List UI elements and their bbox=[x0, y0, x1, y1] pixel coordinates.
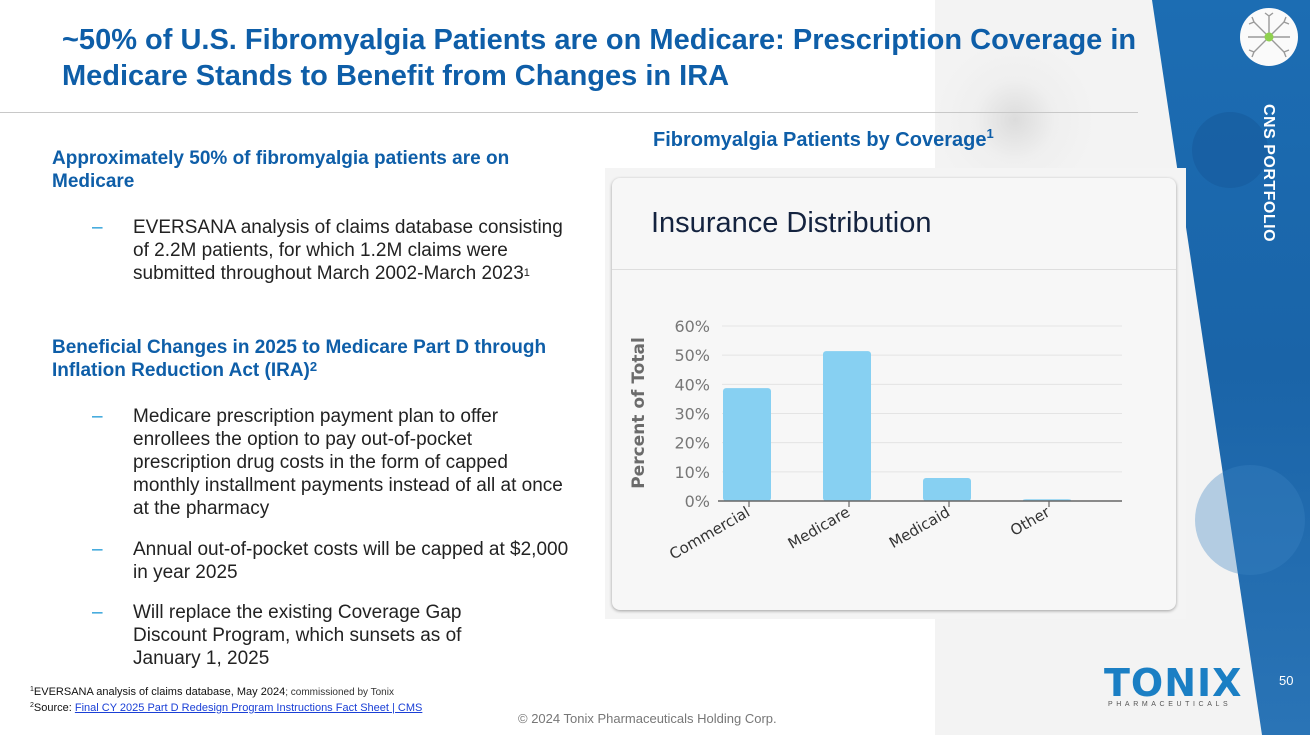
bullet-item: – EVERSANA analysis of claims database c… bbox=[92, 216, 563, 308]
bullet-text: Annual out-of-pocket costs will be cappe… bbox=[133, 539, 569, 583]
page-title: ~50% of U.S. Fibromyalgia Patients are o… bbox=[62, 24, 1137, 92]
y-tick-label: 10% bbox=[674, 463, 710, 482]
x-tick-label: Commercial bbox=[666, 503, 753, 563]
chart-card-divider bbox=[612, 269, 1176, 270]
x-tick-label: Medicaid bbox=[886, 503, 953, 552]
page-number: 50 bbox=[1279, 673, 1294, 688]
title-divider bbox=[0, 112, 1138, 113]
section2-heading-text: Beneficial Changes in 2025 to Medicare P… bbox=[52, 337, 547, 381]
bar-medicare bbox=[823, 351, 871, 501]
bullet-text: Medicare prescription payment plan to of… bbox=[133, 406, 563, 519]
bullet-dash: – bbox=[92, 602, 103, 623]
bullet-item: – Medicare prescription payment plan to … bbox=[92, 405, 563, 520]
y-tick-label: 0% bbox=[685, 492, 710, 511]
chart-title: Insurance Distribution bbox=[651, 207, 932, 239]
neuron-icon bbox=[1240, 8, 1298, 66]
chart-heading-text: Fibromyalgia Patients by Coverage bbox=[653, 129, 987, 151]
chart-heading: Fibromyalgia Patients by Coverage1 bbox=[653, 126, 994, 152]
bullet-dash: – bbox=[92, 217, 103, 238]
footnote-marker: 2 bbox=[30, 702, 34, 709]
footnote-2: 2Source: Final CY 2025 Part D Redesign P… bbox=[30, 702, 422, 714]
bar-commercial bbox=[723, 388, 771, 501]
x-tick-label: Other bbox=[1007, 502, 1054, 539]
bullet-text: EVERSANA analysis of claims database con… bbox=[133, 217, 563, 284]
logo-wordmark: TONIX bbox=[1104, 661, 1243, 705]
footnote-text: Source: bbox=[33, 702, 75, 714]
y-tick-label: 60% bbox=[674, 317, 710, 336]
footnote-marker: 1 bbox=[30, 686, 34, 693]
bullet-text: Will replace the existing Coverage Gap D… bbox=[133, 602, 462, 669]
cns-portfolio-label: CNS PORTFOLIO bbox=[1256, 80, 1280, 265]
footnote-1: 1EVERSANA analysis of claims database, M… bbox=[30, 686, 394, 698]
section1-heading-text: Approximately 50% of fibromyalgia patien… bbox=[52, 148, 510, 192]
bullet-item: – Will replace the existing Coverage Gap… bbox=[92, 601, 562, 670]
bar-medicaid bbox=[923, 477, 971, 501]
y-tick-label: 50% bbox=[674, 346, 710, 365]
bar-chart: 0% 10% 20% 30% 40% 50% 60% Commercial Medicare M… bbox=[629, 317, 1122, 563]
cms-fact-sheet-link[interactable]: Final CY 2025 Part D Redesign Program In… bbox=[74, 702, 423, 714]
y-tick-label: 40% bbox=[674, 375, 710, 394]
y-tick-label: 30% bbox=[674, 405, 710, 424]
footnote-ref: 1 bbox=[986, 126, 994, 141]
y-axis-label: Percent of Total bbox=[629, 337, 649, 489]
section1-heading: Approximately 50% of fibromyalgia patien… bbox=[52, 147, 552, 193]
bullet-item: – Annual out-of-pocket costs will be cap… bbox=[92, 538, 568, 584]
bullet-dash: – bbox=[92, 406, 103, 427]
footnote-ref: 2 bbox=[309, 359, 318, 374]
cns-portfolio-text: CNS PORTFOLIO bbox=[1260, 103, 1277, 242]
y-tick-label: 20% bbox=[674, 434, 710, 453]
copyright: © 2024 Tonix Pharmaceuticals Holding Cor… bbox=[518, 711, 777, 726]
footnote-text: EVERSANA analysis of claims database, Ma… bbox=[33, 686, 286, 698]
chart-card bbox=[612, 178, 1176, 610]
section2-heading: Beneficial Changes in 2025 to Medicare P… bbox=[52, 336, 572, 382]
footnote-ref: 1 bbox=[523, 267, 530, 279]
footnote-text-tail: ; commissioned by Tonix bbox=[285, 687, 394, 698]
logo-subtitle: PHARMACEUTICALS bbox=[1108, 701, 1232, 708]
bullet-dash: – bbox=[92, 539, 103, 560]
x-tick-label: Medicare bbox=[785, 503, 853, 553]
tonix-logo: TONIX PHARMACEUTICALS bbox=[1104, 663, 1241, 711]
